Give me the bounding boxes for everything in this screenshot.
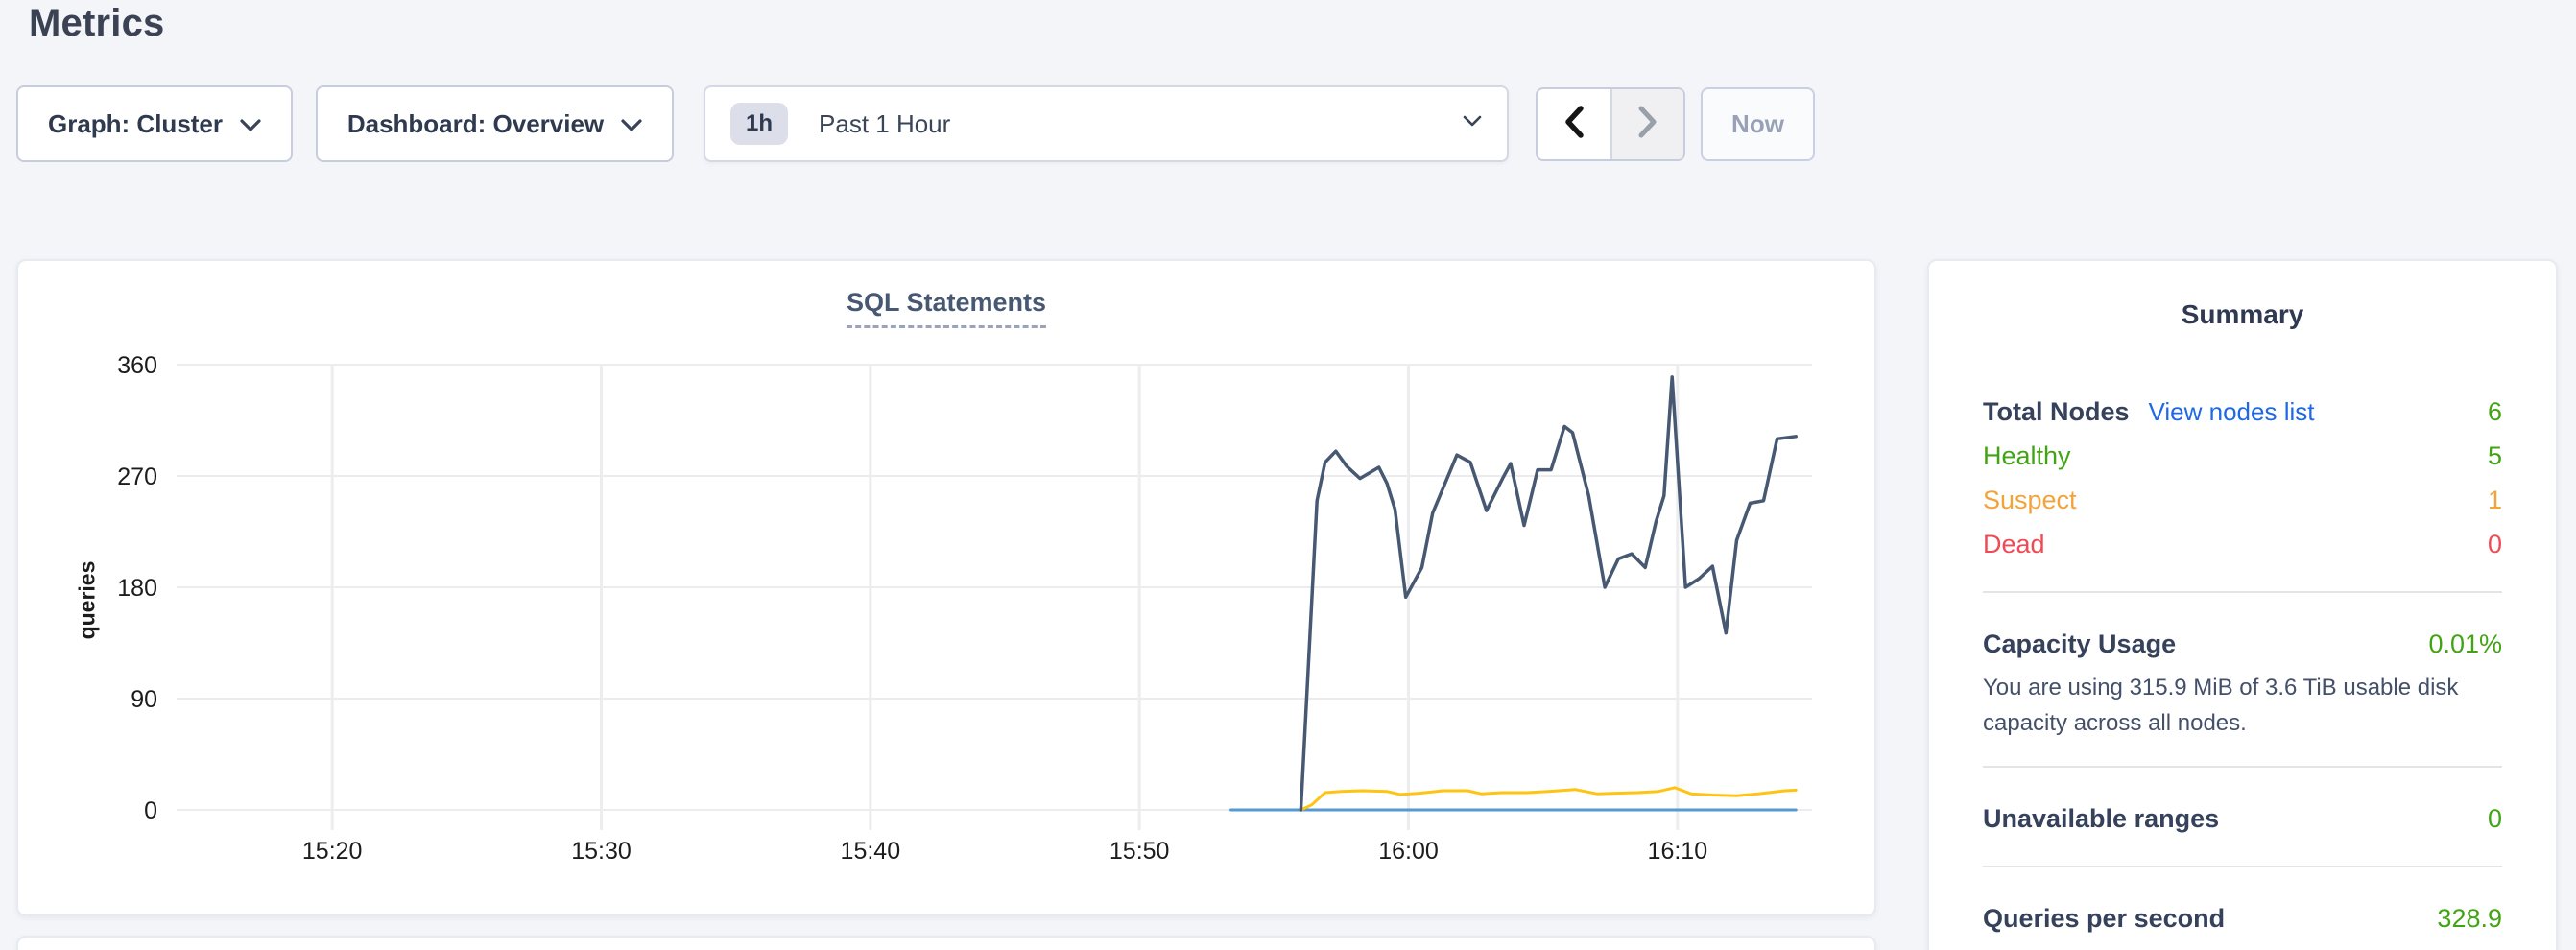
svg-text:16:10: 16:10 bbox=[1648, 838, 1708, 865]
svg-text:90: 90 bbox=[131, 686, 157, 713]
chart-title[interactable]: SQL Statements bbox=[846, 288, 1047, 328]
total-nodes-value: 6 bbox=[2487, 397, 2502, 426]
next-time-button[interactable] bbox=[1610, 89, 1683, 159]
healthy-value: 5 bbox=[2487, 441, 2502, 470]
healthy-label: Healthy bbox=[1983, 441, 2071, 470]
graph-dropdown[interactable]: Graph: Cluster bbox=[16, 85, 293, 162]
capacity-usage-value: 0.01% bbox=[2428, 629, 2502, 658]
previous-time-button[interactable] bbox=[1538, 89, 1610, 159]
svg-text:15:30: 15:30 bbox=[571, 838, 632, 865]
summary-panel: Summary Total Nodes View nodes list 6 He… bbox=[1927, 259, 2558, 950]
suspect-nodes-row: Suspect 1 bbox=[1983, 478, 2502, 522]
healthy-nodes-row: Healthy 5 bbox=[1983, 434, 2502, 478]
queries-per-second-value: 328.9 bbox=[2437, 904, 2502, 933]
svg-text:0: 0 bbox=[144, 797, 157, 824]
unavailable-ranges-value: 0 bbox=[2487, 804, 2502, 833]
queries-per-second-label: Queries per second bbox=[1983, 904, 2226, 933]
page-title: Metrics bbox=[29, 2, 165, 44]
queries-per-second-description: Sum of Selects, Updates, Inserts, and De… bbox=[1983, 944, 2502, 950]
total-nodes-row: Total Nodes View nodes list 6 bbox=[1983, 390, 2502, 434]
chevron-right-icon bbox=[1636, 105, 1659, 144]
svg-text:15:50: 15:50 bbox=[1109, 838, 1170, 865]
dead-value: 0 bbox=[2487, 530, 2502, 558]
summary-title: Summary bbox=[2181, 299, 2304, 329]
chevron-down-icon bbox=[621, 109, 642, 139]
capacity-usage-description: You are using 315.9 MiB of 3.6 TiB usabl… bbox=[1983, 675, 2459, 736]
svg-text:270: 270 bbox=[117, 463, 157, 490]
svg-text:15:40: 15:40 bbox=[841, 838, 901, 865]
divider bbox=[1983, 591, 2502, 593]
dashboard-dropdown[interactable]: Dashboard: Overview bbox=[316, 85, 674, 162]
divider bbox=[1983, 766, 2502, 768]
chevron-left-icon bbox=[1562, 105, 1586, 144]
line-chart: 0 90 180 270 360 15:20 15:30 15:40 15:50 16:00 16:… bbox=[117, 352, 1812, 865]
svg-text:180: 180 bbox=[117, 575, 157, 602]
dashboard-dropdown-label: Dashboard: Overview bbox=[346, 108, 605, 138]
sql-statements-chart-panel: SQL Statements queries 0 90 180 270 360 15:20… bbox=[16, 259, 1876, 916]
chevron-down-icon bbox=[240, 109, 261, 139]
time-shift-buttons bbox=[1536, 87, 1685, 161]
svg-text:15:20: 15:20 bbox=[302, 838, 363, 865]
unavailable-ranges-label: Unavailable ranges bbox=[1983, 804, 2220, 833]
time-range-select[interactable]: 1h Past 1 Hour bbox=[704, 85, 1509, 162]
now-button[interactable]: Now bbox=[1701, 87, 1815, 161]
dead-nodes-row: Dead 0 bbox=[1983, 522, 2502, 566]
next-chart-panel-partial bbox=[16, 936, 1876, 950]
svg-text:16:00: 16:00 bbox=[1378, 838, 1439, 865]
chevron-down-icon bbox=[1463, 115, 1482, 132]
time-range-badge: 1h bbox=[730, 103, 789, 145]
unavailable-ranges-row: Unavailable ranges 0 bbox=[1983, 796, 2502, 841]
view-nodes-list-link[interactable]: View nodes list bbox=[2148, 397, 2315, 426]
svg-text:360: 360 bbox=[117, 352, 157, 379]
capacity-usage-label: Capacity Usage bbox=[1983, 629, 2177, 658]
suspect-label: Suspect bbox=[1983, 486, 2077, 514]
graph-dropdown-label: Graph: Cluster bbox=[47, 108, 224, 138]
capacity-usage-row: Capacity Usage 0.01% bbox=[1983, 622, 2502, 666]
time-range-label: Past 1 Hour bbox=[819, 108, 951, 138]
dead-label: Dead bbox=[1983, 530, 2045, 558]
total-nodes-label: Total Nodes bbox=[1983, 397, 2130, 426]
queries-per-second-row: Queries per second 328.9 bbox=[1983, 896, 2502, 940]
divider bbox=[1983, 866, 2502, 867]
suspect-value: 1 bbox=[2487, 486, 2502, 514]
